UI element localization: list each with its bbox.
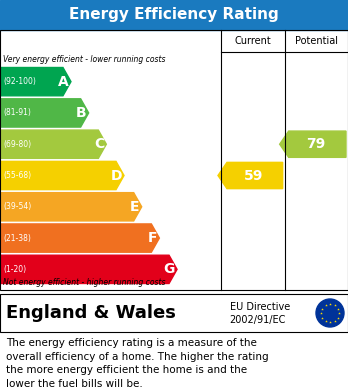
Text: (92-100): (92-100) bbox=[3, 77, 36, 86]
Text: (55-68): (55-68) bbox=[3, 171, 31, 180]
Text: Energy Efficiency Rating: Energy Efficiency Rating bbox=[69, 7, 279, 23]
Polygon shape bbox=[0, 224, 159, 252]
Polygon shape bbox=[0, 161, 124, 190]
Bar bbox=[0, 294, 348, 332]
Text: (81-91): (81-91) bbox=[3, 108, 31, 117]
Polygon shape bbox=[0, 193, 142, 221]
Bar bbox=[0, 0, 348, 30]
Polygon shape bbox=[0, 130, 106, 158]
Text: (39-54): (39-54) bbox=[3, 202, 31, 211]
Circle shape bbox=[316, 299, 344, 327]
Bar bbox=[0, 30, 348, 290]
Polygon shape bbox=[218, 162, 283, 188]
Text: Potential: Potential bbox=[295, 36, 338, 46]
Text: (69-80): (69-80) bbox=[3, 140, 31, 149]
Text: G: G bbox=[164, 262, 175, 276]
Text: E: E bbox=[130, 200, 140, 214]
Polygon shape bbox=[280, 131, 346, 157]
Text: (1-20): (1-20) bbox=[3, 265, 26, 274]
Text: B: B bbox=[76, 106, 87, 120]
Text: Current: Current bbox=[235, 36, 271, 46]
Text: A: A bbox=[58, 75, 69, 89]
Text: C: C bbox=[94, 137, 104, 151]
Polygon shape bbox=[0, 68, 71, 96]
Text: 59: 59 bbox=[244, 169, 263, 183]
Polygon shape bbox=[0, 99, 89, 127]
Text: England & Wales: England & Wales bbox=[6, 304, 176, 322]
Text: F: F bbox=[148, 231, 157, 245]
Text: 2002/91/EC: 2002/91/EC bbox=[230, 315, 286, 325]
Text: EU Directive: EU Directive bbox=[230, 302, 290, 312]
Text: Not energy efficient - higher running costs: Not energy efficient - higher running co… bbox=[3, 278, 166, 287]
Text: Very energy efficient - lower running costs: Very energy efficient - lower running co… bbox=[3, 55, 166, 64]
Polygon shape bbox=[0, 255, 177, 283]
Text: D: D bbox=[111, 169, 122, 183]
Text: (21-38): (21-38) bbox=[3, 233, 31, 242]
Text: 79: 79 bbox=[306, 137, 325, 151]
Text: The energy efficiency rating is a measure of the
overall efficiency of a home. T: The energy efficiency rating is a measur… bbox=[6, 338, 269, 389]
